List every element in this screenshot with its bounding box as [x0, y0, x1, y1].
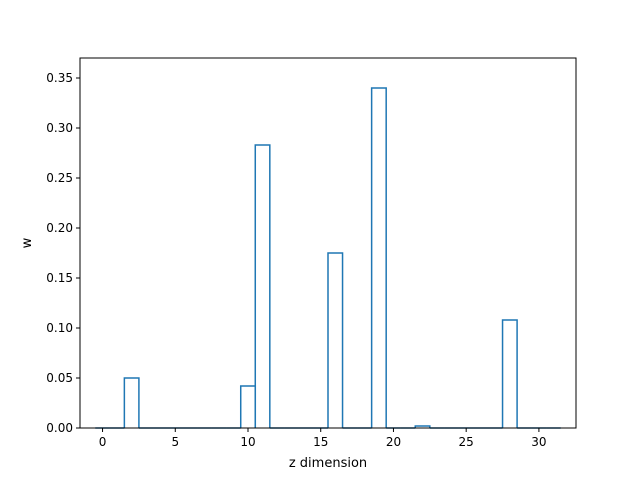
- x-tick-label: 20: [386, 435, 401, 449]
- bar: [414, 425, 431, 428]
- y-tick-label: 0.25: [46, 171, 73, 185]
- plot-frame: [79, 57, 577, 429]
- x-axis-label: z dimension: [289, 456, 367, 471]
- y-tick-label: 0.00: [46, 421, 73, 435]
- x-tick-label: 25: [459, 435, 474, 449]
- y-tick-label: 0.20: [46, 221, 73, 235]
- y-tick-label: 0.35: [46, 71, 73, 85]
- bar: [254, 144, 271, 428]
- y-tick-label: 0.10: [46, 321, 73, 335]
- y-axis-label: w: [20, 237, 35, 248]
- y-tick-label: 0.15: [46, 271, 73, 285]
- x-tick-label: 0: [99, 435, 107, 449]
- x-tick-label: 15: [313, 435, 328, 449]
- x-tick-label: 30: [531, 435, 546, 449]
- bar: [370, 87, 387, 428]
- x-tick-label: 10: [240, 435, 255, 449]
- bar: [123, 377, 140, 428]
- y-tick-label: 0.30: [46, 121, 73, 135]
- bar: [501, 319, 518, 428]
- bar: [327, 252, 344, 428]
- x-ticks: 0 5 10 15 20 25 30: [99, 428, 547, 449]
- y-ticks: 0.00 0.05 0.10 0.15 0.20 0.25 0.30 0.35: [46, 71, 80, 435]
- y-tick-label: 0.05: [46, 371, 73, 385]
- x-tick-label: 5: [171, 435, 179, 449]
